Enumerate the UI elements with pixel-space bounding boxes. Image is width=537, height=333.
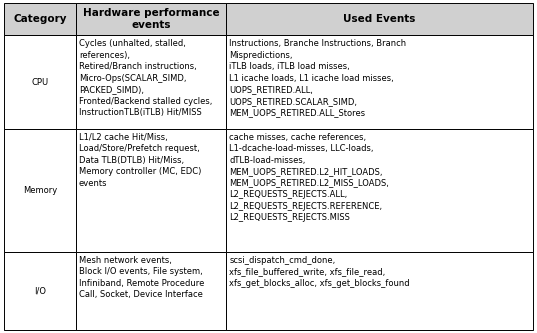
Text: Hardware performance
events: Hardware performance events	[83, 8, 219, 30]
Text: scsi_dispatch_cmd_done,
xfs_file_buffered_write, xfs_file_read,
xfs_get_blocks_a: scsi_dispatch_cmd_done, xfs_file_buffere…	[229, 256, 410, 288]
Text: CPU: CPU	[31, 78, 48, 87]
Bar	[4, 129, 76, 252]
Bar	[226, 35, 533, 129]
Text: Used Events: Used Events	[343, 14, 416, 24]
Text: Memory: Memory	[23, 186, 57, 195]
Bar	[226, 3, 533, 35]
Text: L1/L2 cache Hit/Miss,
Load/Store/Prefetch request,
Data TLB(DTLB) Hit/Miss,
Memo: L1/L2 cache Hit/Miss, Load/Store/Prefetc…	[79, 133, 201, 187]
Text: Cycles (unhalted, stalled,
references),
Retired/Branch instructions,
Micro-Ops(S: Cycles (unhalted, stalled, references), …	[79, 39, 212, 117]
Bar	[226, 252, 533, 330]
Text: Instructions, Branche Instructions, Branch
Mispredictions,
iTLB loads, iTLB load: Instructions, Branche Instructions, Bran…	[229, 39, 407, 117]
Bar	[76, 3, 226, 35]
Bar	[4, 35, 76, 129]
Text: Mesh network events,
Block I/O events, File system,
Infiniband, Remote Procedure: Mesh network events, Block I/O events, F…	[79, 256, 204, 299]
Bar	[76, 129, 226, 252]
Text: cache misses, cache references,
L1-dcache-load-misses, LLC-loads,
dTLB-load-miss: cache misses, cache references, L1-dcach…	[229, 133, 389, 222]
Bar	[226, 129, 533, 252]
Text: I/O: I/O	[34, 286, 46, 295]
Bar	[76, 35, 226, 129]
Bar	[4, 3, 76, 35]
Bar	[4, 252, 76, 330]
Text: Category: Category	[13, 14, 67, 24]
Bar	[76, 252, 226, 330]
